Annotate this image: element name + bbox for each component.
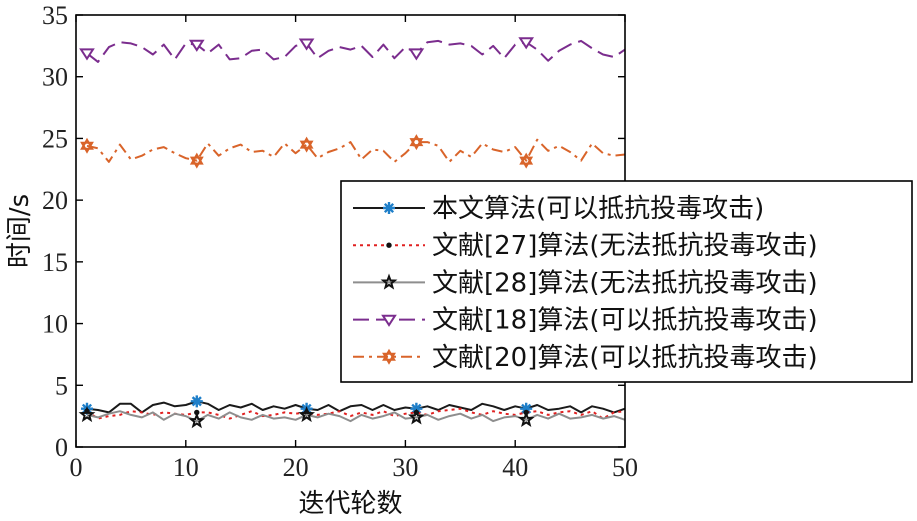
- series-5-marker: [80, 141, 94, 154]
- series-3-line: [86, 410, 626, 423]
- x-tick-label: 40: [502, 453, 528, 482]
- series-5-marker: [299, 140, 314, 153]
- legend-swatch-marker: [380, 273, 398, 290]
- legend-label: 文献[20]算法(可以抵抗投毒攻击): [432, 343, 818, 373]
- series-4-marker: [79, 48, 95, 61]
- series-5-line: [86, 138, 626, 163]
- plot-series-group: [78, 37, 626, 429]
- y-tick-label: 15: [42, 248, 68, 277]
- y-tick-label: 5: [55, 371, 68, 400]
- y-tick-label: 30: [42, 63, 68, 92]
- legend-label: 文献[28]算法(无法抵抗投毒攻击): [432, 268, 818, 298]
- series-3-marker: [517, 410, 535, 427]
- legend-entry-4: 文献[18]算法(可以抵抗投毒攻击): [353, 306, 818, 336]
- series-1-marker: [190, 395, 203, 408]
- legend-label: 本文算法(可以抵抗投毒攻击): [432, 194, 764, 224]
- series-3: [78, 406, 626, 429]
- x-tick-label: 20: [283, 453, 309, 482]
- legend-entry-1: 本文算法(可以抵抗投毒攻击): [353, 194, 764, 224]
- series-5-marker: [299, 136, 314, 149]
- series-4-marker: [298, 38, 315, 51]
- series-5-marker: [519, 156, 534, 169]
- series-4-marker: [408, 48, 425, 61]
- legend-entry-3: 文献[28]算法(无法抵抗投毒攻击): [353, 268, 818, 298]
- y-tick-label: 20: [42, 186, 68, 215]
- legend: 本文算法(可以抵抗投毒攻击) 文献[27]算法(无法抵抗投毒攻击) 文献[28]算法…: [340, 180, 913, 383]
- series-3-marker: [408, 408, 425, 425]
- series-1-line: [86, 400, 626, 414]
- x-tick-label: 10: [173, 453, 199, 482]
- legend-entry-2: 文献[27]算法(无法抵抗投毒攻击): [353, 231, 818, 261]
- series-5: [80, 134, 626, 169]
- series-5-marker: [80, 137, 94, 150]
- legend-swatch-marker: [386, 242, 392, 248]
- series-5-marker: [409, 134, 424, 147]
- series-3-marker: [78, 406, 96, 423]
- series-4-marker: [518, 37, 535, 50]
- x-tick-label: 50: [612, 453, 638, 482]
- series-3-marker: [298, 406, 316, 423]
- x-tick-label: 0: [70, 453, 83, 482]
- legend-swatch-marker: [381, 314, 397, 327]
- legend-label: 文献[27]算法(无法抵抗投毒攻击): [432, 231, 818, 261]
- y-tick-label: 10: [42, 310, 68, 339]
- series-5-marker: [409, 138, 424, 151]
- series-4-line: [86, 39, 626, 63]
- axis-ticks-group: 0 10 20 30 40 50 0 5 10 15 20 25 30 35: [42, 1, 638, 482]
- y-tick-label: 25: [42, 124, 68, 153]
- series-1-marker: [520, 402, 533, 415]
- x-tick-label: 30: [392, 453, 418, 482]
- y-tick-label: 0: [55, 433, 68, 462]
- legend-entry-5: 文献[20]算法(可以抵抗投毒攻击): [353, 343, 818, 373]
- x-axis-label: 迭代轮数: [298, 489, 402, 519]
- series-5-marker: [189, 156, 204, 169]
- series-5-marker: [519, 152, 534, 165]
- legend-swatch-marker: [382, 348, 396, 361]
- series-4: [79, 37, 626, 63]
- legend-box: [340, 180, 913, 383]
- legend-label: 文献[18]算法(可以抵抗投毒攻击): [432, 306, 818, 336]
- series-5-marker: [189, 152, 204, 165]
- y-axis-label: 时间/s: [5, 194, 35, 268]
- legend-swatch-marker: [382, 352, 396, 365]
- y-tick-label: 35: [42, 1, 68, 30]
- legend-swatch-marker: [383, 202, 395, 214]
- series-3-marker: [188, 412, 206, 429]
- series-4-marker: [188, 39, 205, 52]
